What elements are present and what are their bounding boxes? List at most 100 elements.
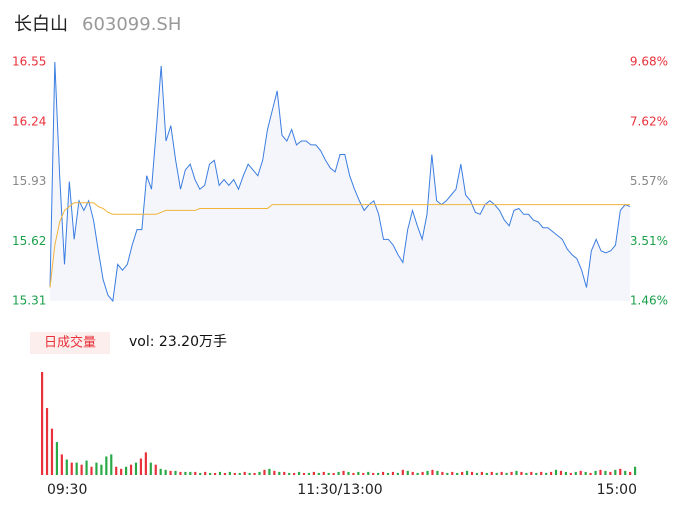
volume-bar (624, 470, 627, 475)
y2-tick-label: 3.51% (630, 234, 668, 248)
volume-bar (125, 466, 128, 475)
volume-total: vol: 23.20万手 (129, 334, 227, 350)
volume-bar (283, 471, 286, 475)
volume-bar (579, 470, 582, 475)
y-tick-label: 16.24 (12, 114, 46, 128)
volume-bar (381, 471, 385, 475)
volume-bar (629, 471, 632, 475)
volume-bar (377, 472, 380, 475)
volume-bar (253, 472, 256, 475)
y2-tick-label: 7.62% (630, 114, 668, 128)
volume-bar (293, 472, 296, 475)
price-line (49, 61, 631, 303)
x-tick-label: 15:00 (597, 482, 637, 498)
volume-bar (120, 468, 123, 475)
volume-bar (594, 470, 597, 475)
volume-bar (416, 472, 419, 475)
volume-bar (426, 470, 429, 475)
volume-bar (223, 472, 227, 475)
volume-bar (75, 462, 78, 475)
volume-bar (194, 471, 197, 475)
volume-bar (322, 471, 325, 475)
volume-bar (164, 469, 167, 475)
volume-bar (584, 471, 587, 475)
volume-bar (465, 470, 469, 475)
volume-bar (243, 471, 246, 475)
volume-bar (352, 472, 355, 475)
volume-bar (451, 471, 454, 475)
volume-title: 日成交量 (44, 335, 96, 351)
y2-tick-label: 5.57% (630, 174, 668, 188)
volume-bar (520, 471, 523, 475)
volume-bar (55, 442, 58, 475)
volume-bar (50, 428, 54, 475)
volume-bar (411, 471, 414, 475)
volume-bar (559, 470, 563, 475)
volume-bar (115, 466, 118, 475)
volume-bar (263, 469, 266, 475)
volume-bar (396, 472, 399, 475)
volume-bar (154, 464, 157, 475)
y-tick-label: 15.93 (12, 174, 46, 188)
volume-bar (372, 472, 375, 475)
x-tick-label: 09:30 (47, 482, 87, 498)
volume-bar (184, 471, 187, 475)
volume-bar (480, 471, 483, 475)
volume-bar (599, 469, 602, 475)
volume-bar (41, 372, 44, 475)
volume-bar (545, 472, 548, 475)
volume-bar (273, 470, 276, 475)
volume-bar (510, 471, 513, 475)
volume-bar (134, 462, 138, 475)
volume-bar (475, 472, 479, 475)
volume-bar (297, 471, 301, 475)
volume-bar (90, 466, 93, 475)
volume-bar (238, 472, 241, 475)
volume-bar (105, 456, 108, 475)
volume-bar (332, 472, 335, 475)
volume-bar (540, 471, 543, 475)
volume-bar (421, 471, 424, 475)
y2-tick-label: 1.46% (630, 294, 668, 308)
volume-bar (535, 472, 538, 475)
volume-bar (357, 471, 360, 475)
volume-bar (337, 471, 340, 475)
volume-bar (490, 471, 493, 475)
volume-bar (60, 454, 63, 475)
volume-bar (456, 472, 459, 475)
stock-code: 603099.SH (82, 14, 181, 35)
volume-bar (386, 472, 390, 475)
volume-bar (110, 454, 113, 475)
volume-bar (189, 471, 192, 475)
volume-bar (609, 471, 612, 475)
volume-bar (569, 472, 572, 475)
volume-bar (45, 408, 49, 475)
volume-bar (149, 462, 152, 475)
volume-bar (619, 468, 622, 475)
volume-bar (288, 472, 291, 475)
volume-bar (554, 469, 558, 475)
y-tick-label: 15.31 (12, 294, 46, 308)
volume-bar (174, 470, 177, 475)
volume-bar (505, 472, 508, 475)
volume-bar (446, 472, 449, 475)
volume-bar (436, 470, 439, 475)
stock-name: 长白山 (14, 14, 68, 35)
volume-bar (100, 464, 103, 475)
volume-bar (564, 471, 567, 475)
volume-bar (218, 471, 222, 475)
volume-bar (470, 471, 474, 475)
volume-bar (574, 471, 577, 475)
volume-bar (144, 452, 147, 475)
volume-badge (30, 332, 110, 354)
volume-bar (367, 471, 370, 475)
volume-bar (204, 471, 207, 475)
volume-bar (233, 472, 236, 475)
volume-bar (461, 471, 464, 475)
volume-bar (495, 472, 498, 475)
volume-bar (485, 472, 488, 475)
volume-bar (614, 469, 617, 475)
volume-bar (604, 470, 607, 475)
volume-bar (213, 472, 217, 475)
